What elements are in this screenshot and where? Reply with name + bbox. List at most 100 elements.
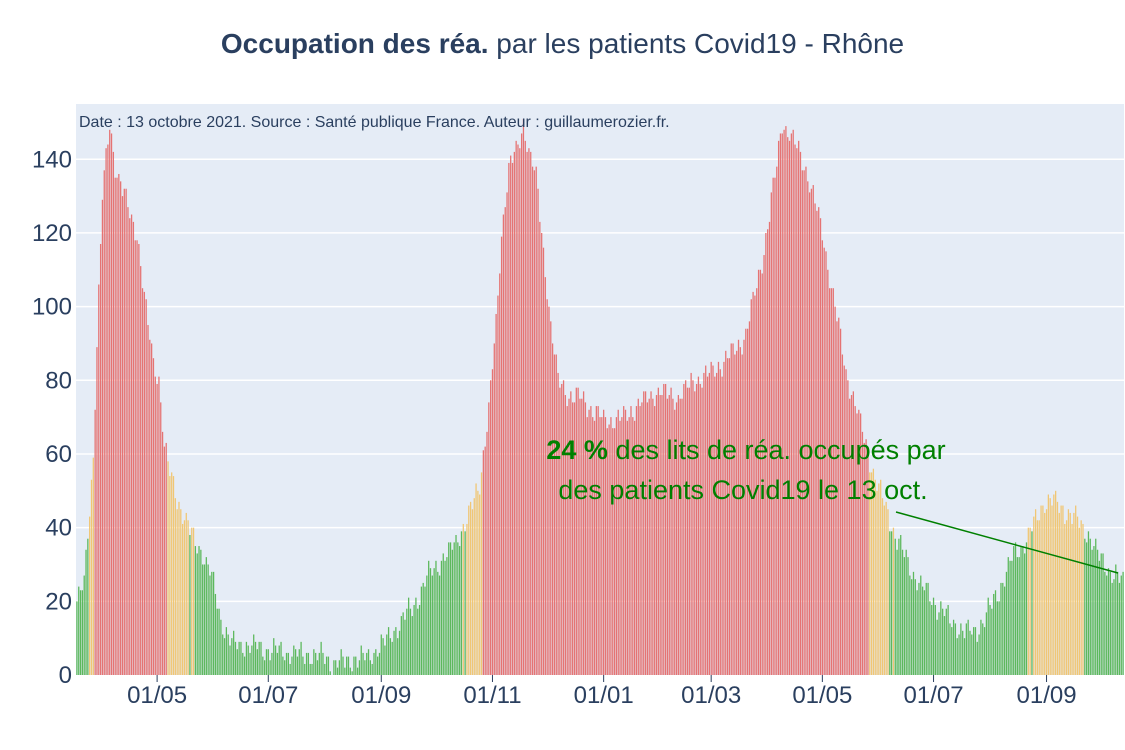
bar — [89, 516, 91, 675]
bar — [624, 409, 627, 675]
bar — [274, 645, 277, 675]
bar — [592, 417, 594, 675]
bar — [819, 218, 822, 675]
bar — [887, 509, 889, 675]
bar — [384, 645, 386, 675]
bar — [770, 192, 772, 675]
bar — [1086, 542, 1088, 675]
bar — [705, 365, 707, 675]
bar — [1076, 516, 1079, 675]
bar — [1058, 512, 1060, 675]
bar — [371, 663, 373, 675]
bar — [1051, 505, 1053, 675]
chart-title: Occupation des réa. par les patients Cov… — [0, 28, 1125, 60]
bar — [632, 417, 634, 675]
bar — [1062, 505, 1064, 675]
bar — [444, 560, 446, 675]
bar — [468, 505, 470, 675]
bar — [375, 649, 377, 675]
bar — [836, 321, 838, 675]
bar — [1053, 494, 1055, 675]
bar — [278, 645, 280, 675]
bar — [318, 652, 320, 675]
y-axis: 0 20 40 60 80 100 120 140 — [32, 146, 72, 689]
bar — [324, 663, 326, 675]
bar — [151, 343, 153, 675]
bar — [861, 431, 864, 675]
bar — [765, 232, 767, 675]
bar — [586, 417, 588, 675]
bar — [256, 649, 258, 675]
bar — [1003, 586, 1006, 675]
bar — [544, 277, 546, 675]
bar — [956, 638, 958, 675]
bar — [360, 645, 362, 675]
bar — [311, 663, 313, 675]
bar — [683, 383, 685, 675]
bar — [475, 483, 477, 675]
x-tick-label: 01/01 — [574, 682, 634, 709]
bar — [568, 398, 570, 675]
bar — [847, 380, 849, 675]
bar — [446, 557, 448, 675]
bar — [582, 391, 585, 675]
bar — [169, 476, 171, 675]
bar — [807, 181, 809, 676]
bar — [480, 472, 483, 675]
bar — [161, 431, 164, 675]
bar — [829, 288, 831, 675]
bar — [141, 288, 144, 675]
bar — [298, 649, 300, 675]
bar — [774, 177, 776, 675]
bar — [736, 350, 738, 675]
bar — [546, 299, 548, 675]
bar — [641, 402, 643, 675]
bar — [550, 321, 552, 675]
bar — [409, 608, 412, 675]
bar — [785, 126, 787, 676]
bar — [333, 660, 335, 675]
bar — [599, 417, 601, 675]
bar — [564, 395, 567, 675]
bar — [349, 667, 351, 675]
bar — [801, 170, 803, 675]
bar — [515, 140, 517, 676]
bar — [130, 214, 133, 675]
bar — [500, 236, 503, 675]
bar — [1047, 494, 1049, 675]
bar — [860, 413, 862, 675]
bar — [437, 571, 439, 675]
bar — [812, 185, 814, 676]
bar — [466, 523, 468, 675]
bar — [655, 395, 658, 675]
bar — [495, 313, 497, 675]
bar — [746, 328, 749, 675]
bar — [821, 240, 823, 676]
bar — [185, 512, 187, 675]
bar — [1093, 546, 1095, 675]
bar — [952, 619, 955, 675]
bar — [896, 549, 898, 675]
bar — [362, 652, 364, 675]
bar — [621, 417, 623, 675]
bar — [869, 472, 871, 675]
bar — [776, 166, 778, 675]
grid-lines — [76, 158, 1124, 603]
bar — [493, 343, 495, 675]
bar — [575, 387, 577, 675]
y-tick-label: 40 — [45, 515, 72, 542]
bar — [200, 549, 202, 675]
bar — [296, 656, 299, 675]
bar — [249, 652, 251, 675]
bar — [1014, 542, 1017, 675]
bar — [595, 406, 597, 675]
bar — [420, 586, 423, 675]
bar — [340, 649, 342, 675]
bar — [677, 395, 680, 675]
bar — [313, 649, 315, 675]
bar — [211, 571, 213, 675]
bar — [207, 564, 209, 675]
bar — [411, 616, 413, 675]
bar — [109, 129, 111, 676]
bar — [497, 295, 499, 675]
